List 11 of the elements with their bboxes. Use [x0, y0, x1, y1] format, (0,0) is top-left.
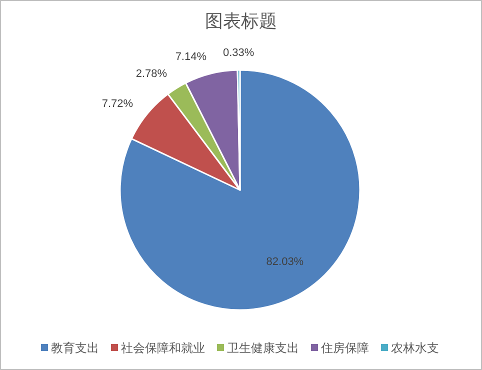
chart-title: 图表标题: [205, 11, 277, 31]
legend-label: 卫生健康支出: [227, 341, 299, 355]
data-label: 0.33%: [222, 47, 254, 60]
data-label: 82.03%: [266, 256, 304, 268]
data-label: 7.14%: [175, 51, 207, 64]
legend-label: 农林水支: [391, 341, 439, 355]
legend-label: 教育支出: [51, 341, 99, 355]
data-label: 7.72%: [102, 98, 134, 110]
legend-label: 住房保障: [320, 341, 369, 355]
legend-label: 社会保障和就业: [121, 341, 205, 355]
data-label: 2.78%: [136, 68, 168, 80]
